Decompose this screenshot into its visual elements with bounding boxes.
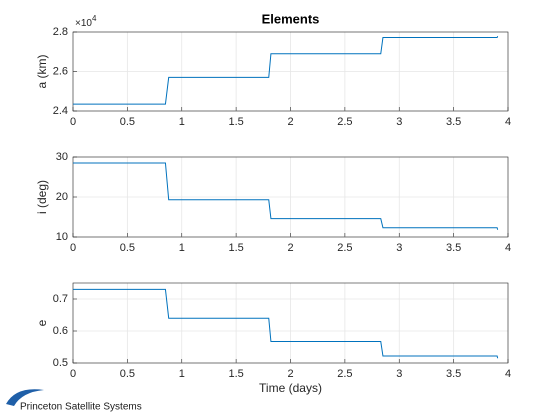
y-multiplier: ×104	[75, 14, 97, 29]
x-tick-label: 1.5	[228, 368, 243, 380]
x-tick-label: 3	[396, 368, 402, 380]
x-tick-label: 0	[70, 242, 76, 254]
x-tick-label: 2	[287, 242, 293, 254]
x-tick-label: 4	[505, 116, 511, 128]
x-tick-label: 3.5	[446, 242, 461, 254]
x-tick-label: 3	[396, 116, 402, 128]
y-multiplier-exponent: 4	[92, 14, 97, 23]
x-tick-label: 0.5	[120, 242, 135, 254]
axes-box	[72, 282, 509, 364]
line	[73, 162, 499, 230]
x-tick-label: 0.5	[120, 368, 135, 380]
x-tick-label: 1	[179, 368, 185, 380]
x-tick-label: 1	[179, 116, 185, 128]
axes-box	[72, 156, 509, 238]
x-tick-label: 4	[505, 242, 511, 254]
line	[73, 35, 499, 105]
y-tick-label: 0.7	[53, 293, 68, 305]
y-tick-label: 20	[56, 191, 68, 203]
chart-title: Elements	[262, 11, 320, 26]
logo-text: Princeton Satellite Systems	[20, 402, 142, 413]
y-tick-label: 0.5	[53, 357, 68, 369]
x-tick-label: 0	[70, 368, 76, 380]
y-axis-label: i (deg)	[35, 180, 49, 214]
x-tick-label: 2.5	[337, 368, 352, 380]
x-tick-label: 3	[396, 242, 402, 254]
y-axis-label: a (km)	[35, 55, 49, 89]
y-multiplier-base: ×10	[75, 18, 92, 29]
logo-swoosh	[6, 389, 44, 406]
y-tick-label: 2.8	[53, 26, 68, 38]
x-tick-label: 1.5	[228, 242, 243, 254]
x-tick-label: 2	[287, 116, 293, 128]
x-tick-label: 2.5	[337, 116, 352, 128]
x-tick-label: 3.5	[446, 116, 461, 128]
logo: Princeton Satellite Systems	[6, 389, 142, 413]
x-tick-label: 0.5	[120, 116, 135, 128]
x-tick-label: 4	[505, 368, 511, 380]
x-tick-label: 1.5	[228, 116, 243, 128]
x-tick-label: 3.5	[446, 368, 461, 380]
y-tick-label: 30	[56, 151, 68, 163]
x-axis-label: Time (days)	[259, 381, 322, 395]
x-tick-label: 1	[179, 242, 185, 254]
x-tick-label: 0	[70, 116, 76, 128]
y-tick-label: 2.6	[53, 65, 68, 77]
y-axis-label: e	[35, 319, 49, 326]
axes-box	[72, 31, 509, 112]
line	[73, 288, 499, 359]
y-tick-label: 0.6	[53, 325, 68, 337]
x-tick-label: 2.5	[337, 242, 352, 254]
y-tick-label: 10	[56, 231, 68, 243]
y-tick-label: 2.4	[53, 105, 68, 117]
x-tick-label: 2	[287, 368, 293, 380]
